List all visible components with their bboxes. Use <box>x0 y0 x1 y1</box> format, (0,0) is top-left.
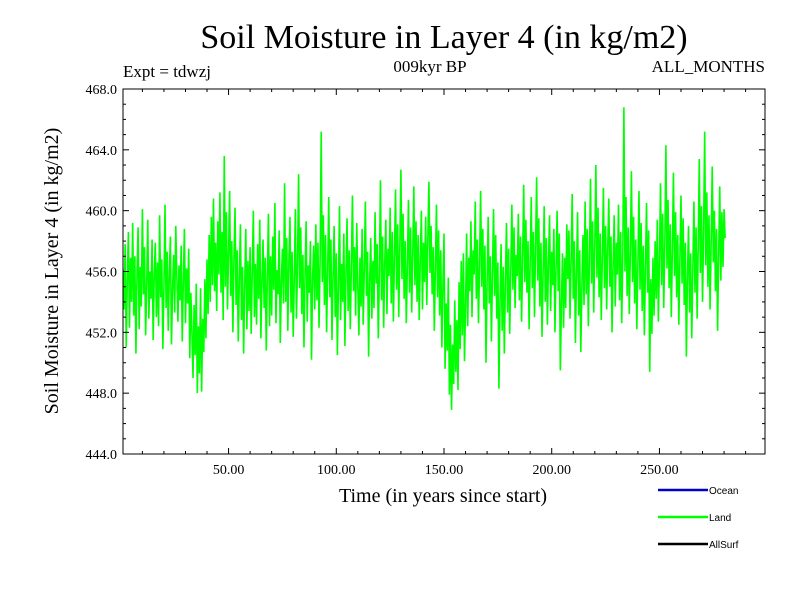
y-tick-label: 468.0 <box>86 83 118 98</box>
legend-label-land: Land <box>709 513 731 524</box>
y-tick-label: 448.0 <box>86 387 118 402</box>
x-tick-label: 250.00 <box>640 463 679 478</box>
x-tick-label: 150.00 <box>425 463 464 478</box>
period-label: 009kyr BP <box>393 57 466 76</box>
x-axis-title: Time (in years since start) <box>339 485 547 507</box>
x-axis: 50.00 100.00 150.00 200.00 250.00 <box>141 89 747 478</box>
series-line-land <box>123 107 726 410</box>
y-tick-label: 444.0 <box>86 448 118 463</box>
x-tick-label: 100.00 <box>317 463 356 478</box>
y-tick-label: 456.0 <box>86 266 118 281</box>
y-axis-title: Soil Moisture in Layer 4 (in kg/m2) <box>41 128 63 415</box>
x-tick-label: 200.00 <box>532 463 571 478</box>
legend: Ocean Land AllSurf <box>658 486 739 551</box>
legend-label-allsurf: AllSurf <box>709 540 739 551</box>
plot-area <box>122 88 766 455</box>
series-layer <box>123 107 726 410</box>
months-label: ALL_MONTHS <box>652 57 765 76</box>
chart-title: Soil Moisture in Layer 4 (in kg/m2) <box>200 19 687 56</box>
x-tick-label: 50.00 <box>213 463 245 478</box>
experiment-label: Expt = tdwzj <box>123 62 211 81</box>
y-tick-label: 452.0 <box>86 326 118 341</box>
legend-label-ocean: Ocean <box>709 486 738 497</box>
y-tick-label: 464.0 <box>86 144 118 159</box>
y-tick-label: 460.0 <box>86 205 118 220</box>
y-axis: 444.0 448.0 452.0 456.0 460.0 464.0 468.0 <box>86 83 765 463</box>
